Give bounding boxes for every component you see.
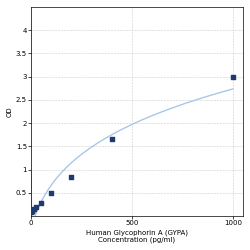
Point xyxy=(49,191,53,195)
Point xyxy=(110,138,114,141)
Point xyxy=(30,208,34,212)
X-axis label: Human Glycophorin A (GYPA)
Concentration (pg/ml): Human Glycophorin A (GYPA) Concentration… xyxy=(86,229,188,243)
Point xyxy=(29,210,33,214)
Point xyxy=(70,174,73,178)
Point xyxy=(39,201,43,205)
Point xyxy=(30,210,34,214)
Point xyxy=(32,207,36,211)
Point xyxy=(34,205,38,209)
Y-axis label: OD: OD xyxy=(7,106,13,117)
Point xyxy=(231,75,235,79)
